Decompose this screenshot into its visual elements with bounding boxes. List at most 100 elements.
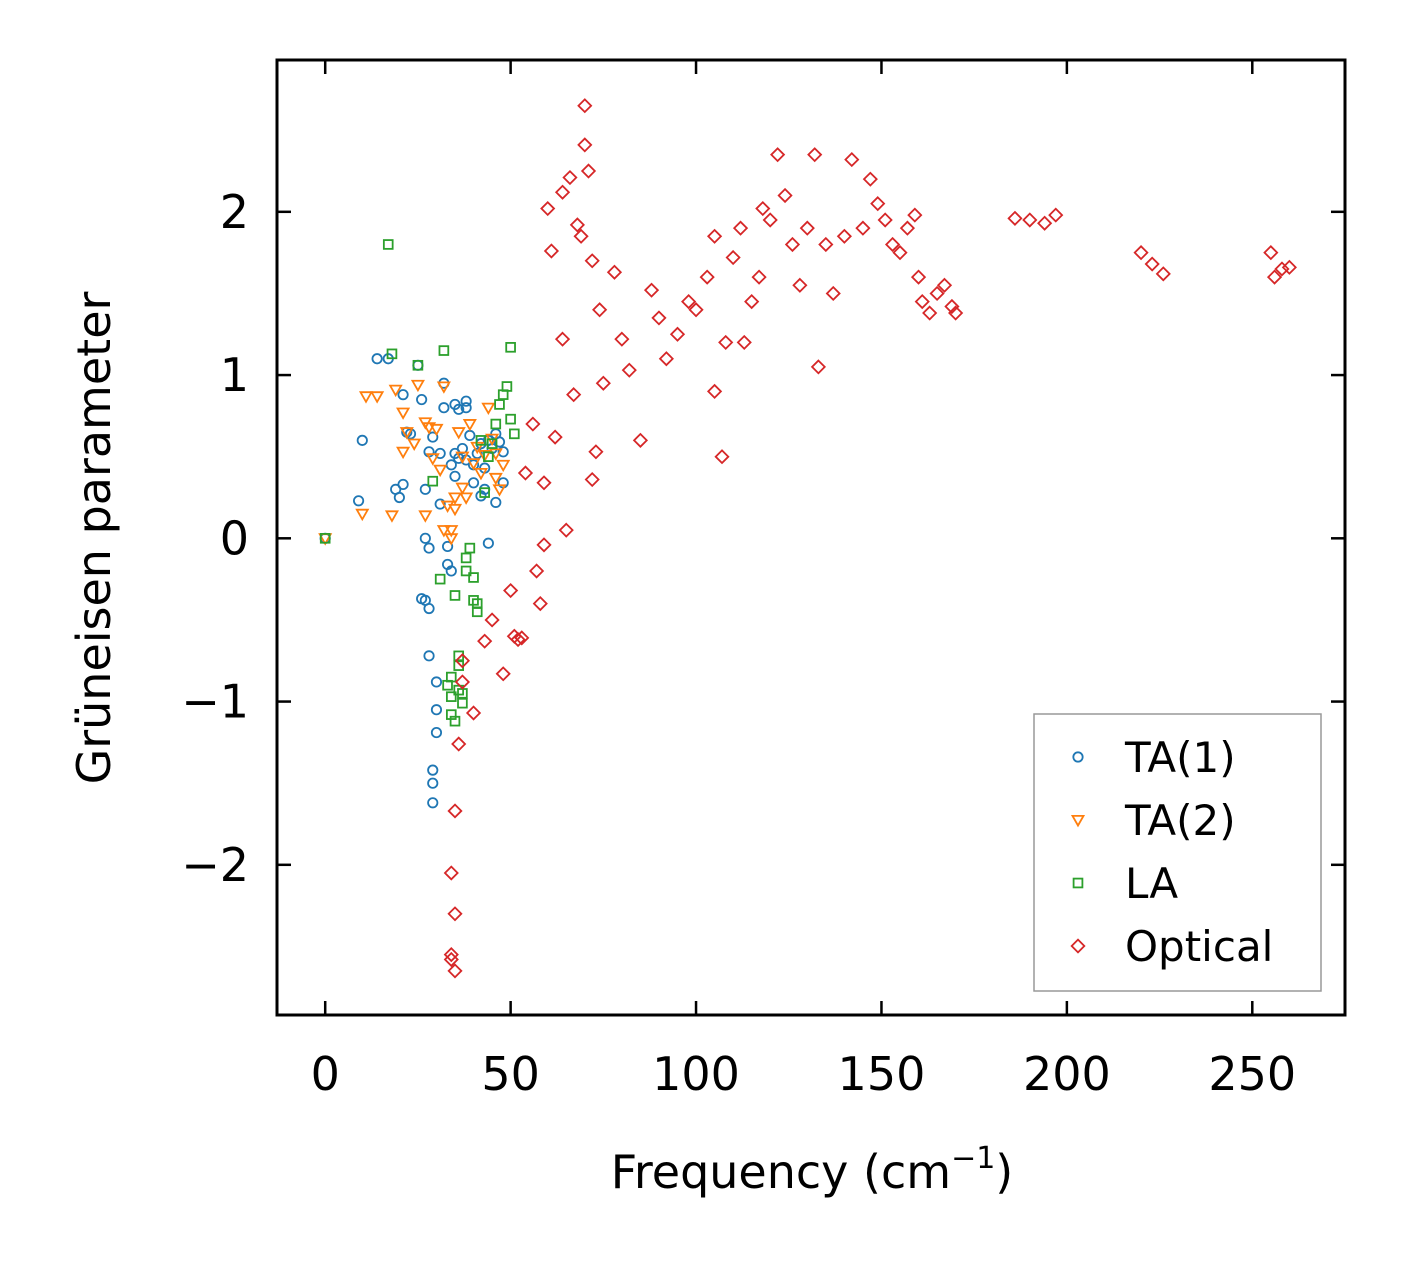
- data-point: [434, 498, 446, 510]
- data-point: [423, 602, 435, 615]
- x-tick-label: 0: [311, 1047, 340, 1101]
- data-point: [438, 345, 450, 356]
- data-point: [494, 399, 505, 410]
- data-point: [451, 736, 467, 752]
- data-point: [444, 533, 459, 546]
- legend-label: LA: [1125, 859, 1178, 908]
- data-point: [445, 671, 457, 683]
- data-point: [554, 331, 571, 347]
- data-point: [884, 236, 901, 253]
- data-point: [1266, 269, 1283, 285]
- data-point: [462, 419, 477, 432]
- y-tick-label: −2: [181, 838, 249, 892]
- data-point: [1007, 210, 1023, 226]
- data-point: [449, 590, 461, 601]
- data-point: [416, 393, 428, 406]
- data-point: [505, 342, 516, 353]
- data-point: [444, 525, 459, 538]
- data-point: [580, 163, 597, 179]
- data-point: [595, 375, 611, 391]
- data-point: [762, 212, 778, 228]
- data-point: [486, 438, 498, 449]
- legend-marker: [1072, 877, 1084, 889]
- data-point: [427, 777, 439, 789]
- data-point: [453, 403, 465, 415]
- data-point: [744, 294, 760, 310]
- x-axis-label-close: ): [995, 1145, 1013, 1199]
- legend-label: TA(1): [1124, 733, 1236, 782]
- data-point: [755, 200, 771, 217]
- data-point: [777, 187, 793, 204]
- data-point: [449, 715, 461, 727]
- data-point: [510, 631, 526, 648]
- data-point: [358, 391, 374, 404]
- data-point: [427, 475, 439, 487]
- data-point: [481, 402, 496, 416]
- data-point: [1022, 212, 1038, 228]
- data-point: [706, 383, 723, 399]
- data-point: [505, 413, 516, 425]
- data-point: [577, 137, 593, 153]
- data-point: [484, 612, 500, 628]
- data-point: [396, 407, 411, 420]
- y-axis-label: Grüneisen parameter: [67, 291, 121, 784]
- data-point: [482, 537, 494, 549]
- data-point: [714, 449, 730, 465]
- data-point: [370, 391, 385, 404]
- data-point: [423, 542, 435, 554]
- data-point: [540, 200, 556, 217]
- data-point: [460, 552, 472, 564]
- data-point: [459, 492, 474, 505]
- x-tick-label: 100: [652, 1047, 740, 1101]
- data-point: [651, 310, 667, 326]
- data-point: [792, 277, 808, 293]
- data-point: [447, 963, 463, 979]
- data-point: [770, 147, 786, 163]
- x-tick-label: 250: [1208, 1047, 1296, 1101]
- data-point: [447, 492, 463, 505]
- data-point: [319, 533, 331, 544]
- data-point: [892, 245, 908, 261]
- data-point: [434, 573, 446, 585]
- data-point: [588, 444, 604, 460]
- data-point: [807, 147, 823, 163]
- data-point: [493, 436, 506, 448]
- data-point: [457, 697, 468, 709]
- data-point: [475, 435, 487, 446]
- data-point: [836, 228, 852, 244]
- y-tick-label: 2: [220, 185, 249, 239]
- data-point: [688, 302, 704, 318]
- data-point: [699, 269, 715, 285]
- data-point: [907, 207, 923, 223]
- data-point: [736, 334, 752, 351]
- data-point: [436, 381, 451, 394]
- data-point: [922, 305, 938, 321]
- x-axis-label-exponent: −1: [951, 1141, 995, 1176]
- plot-marks: [318, 98, 1297, 979]
- data-point: [455, 451, 470, 465]
- data-point: [453, 452, 465, 464]
- data-point: [862, 171, 878, 187]
- legend-marker: [1070, 938, 1086, 954]
- data-point: [569, 217, 585, 233]
- data-point: [442, 540, 454, 553]
- data-point: [584, 253, 600, 269]
- data-point: [477, 633, 493, 649]
- data-point: [725, 249, 741, 266]
- axis-ticks: 0 50 100 150 200 250 −2 −1 0 1 2: [181, 60, 1345, 1101]
- data-point: [543, 243, 560, 259]
- data-point: [899, 220, 916, 236]
- data-point: [497, 446, 509, 458]
- series-optical: [443, 98, 1297, 979]
- data-point: [936, 277, 953, 293]
- data-point: [818, 236, 834, 253]
- data-point: [566, 387, 582, 403]
- data-point: [632, 432, 649, 448]
- data-point: [419, 532, 431, 544]
- data-point: [592, 302, 608, 318]
- data-point: [397, 478, 409, 491]
- data-point: [449, 470, 461, 482]
- x-axis-label: Frequency (cm−1): [611, 1141, 1014, 1199]
- data-point: [525, 416, 541, 432]
